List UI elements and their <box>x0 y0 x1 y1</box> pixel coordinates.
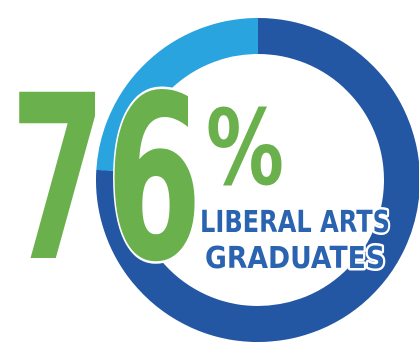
percent-sign: % <box>206 87 284 209</box>
donut-filled-arc <box>96 18 419 342</box>
donut-ring <box>96 18 419 342</box>
big-percent-number: 76 <box>10 46 202 312</box>
donut-remainder-arc <box>96 18 259 173</box>
caption-line-2: GRADUATES <box>205 241 385 276</box>
caption-line-1: LIBERAL ARTS <box>200 205 390 240</box>
